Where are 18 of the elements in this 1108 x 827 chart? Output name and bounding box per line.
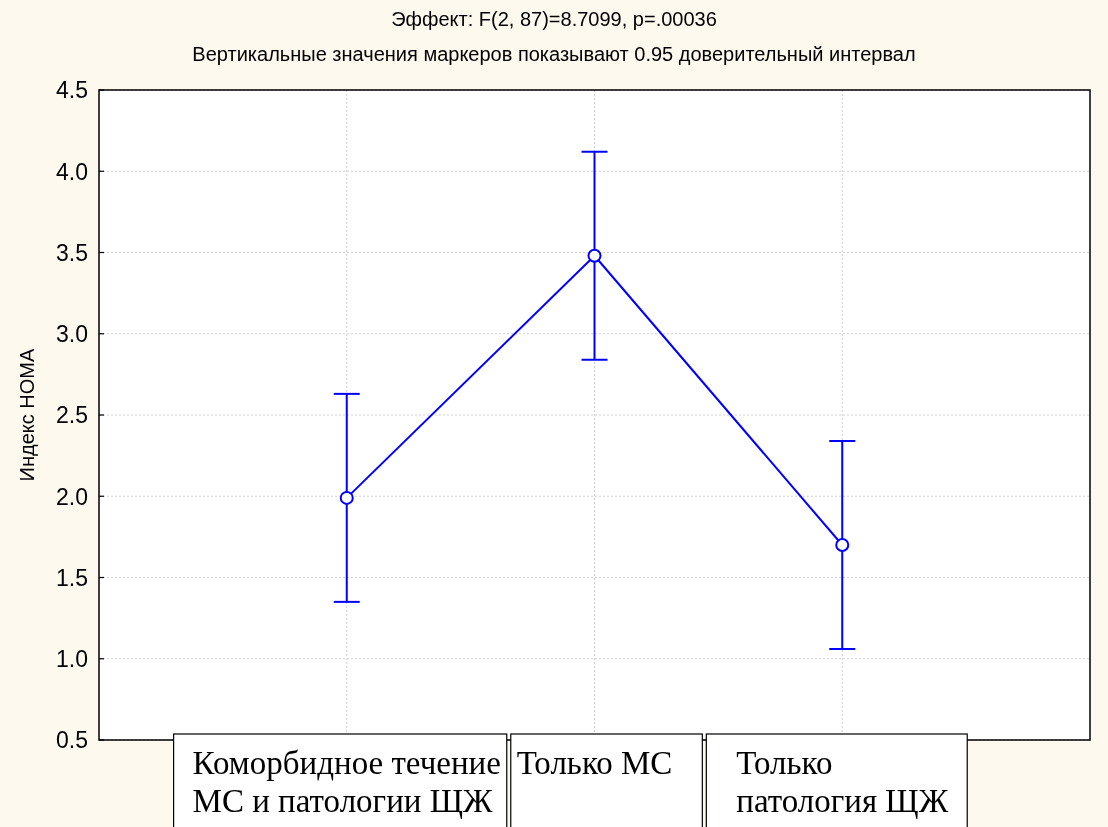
- y-tick-label: 1.5: [56, 564, 88, 591]
- chart-subtitle: Вертикальные значения маркеров показывают 0.95 доверительный интервал: [192, 43, 916, 65]
- x-tick-label: Только МС: [516, 745, 673, 781]
- chart-title: Эффект: F(2, 87)=8.7099, p=.00036: [391, 8, 717, 30]
- y-tick-label: 1.0: [56, 646, 88, 673]
- point: [835, 538, 850, 552]
- y-tick-label: 4.0: [56, 158, 88, 185]
- x-tick-label: Только патология ЩЖ: [736, 745, 949, 819]
- x-tick-label: Коморбидное течение МС и патологии ЩЖ: [192, 745, 501, 819]
- point: [587, 248, 602, 263]
- y-tick-label: 3.5: [56, 239, 88, 266]
- y-tick-label: 3.0: [56, 321, 88, 348]
- y-tick-label: 0.5: [56, 727, 88, 754]
- y-tick-label: 2.5: [56, 402, 88, 429]
- point: [339, 490, 354, 505]
- y-axis-title: Индекс HOMA: [16, 347, 38, 482]
- y-tick-label: 2.0: [56, 483, 88, 510]
- y-tick-label: 4.5: [56, 77, 88, 104]
